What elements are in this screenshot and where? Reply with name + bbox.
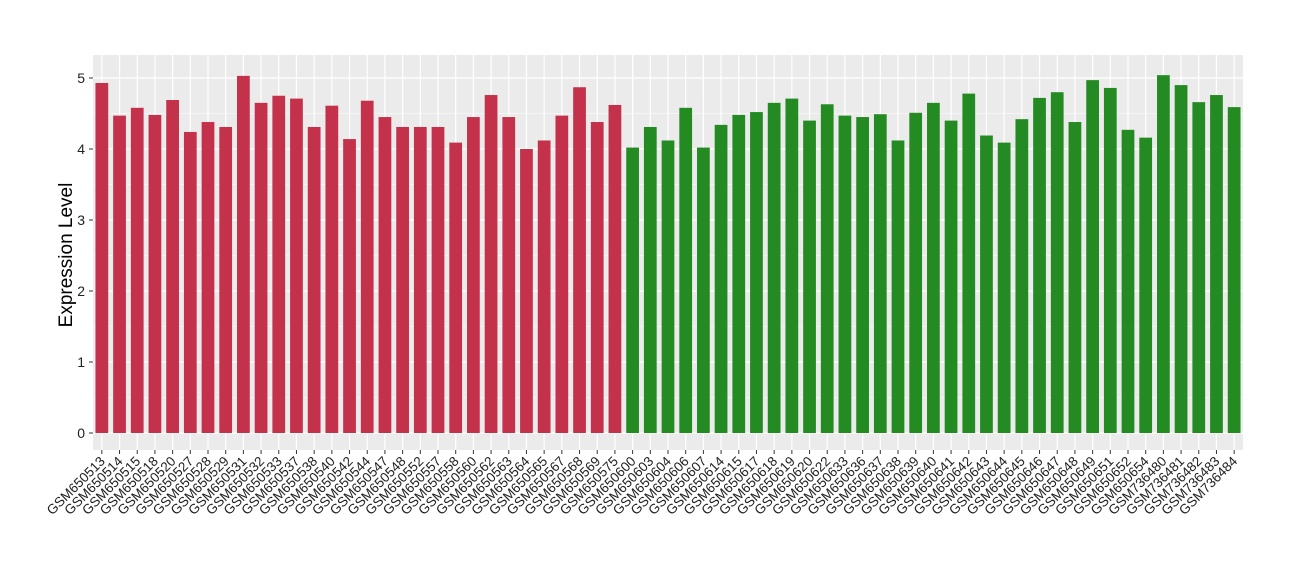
bar-GSM650645 [1015, 119, 1029, 434]
bar-GSM650533 [272, 95, 286, 433]
bar-GSM650649 [1086, 80, 1099, 433]
bar-GSM650620 [803, 120, 816, 433]
bar-GSM650552 [413, 126, 427, 434]
bar-GSM650527 [183, 131, 197, 433]
bar-GSM650564 [520, 149, 533, 433]
y-tick-label: 5 [77, 70, 85, 86]
y-tick-label: 2 [77, 283, 85, 299]
bar-GSM650638 [891, 140, 905, 434]
bar-GSM650565 [537, 140, 551, 434]
bar-GSM650646 [1033, 97, 1046, 433]
bar-GSM736480 [1157, 75, 1170, 433]
bar-GSM650654 [1139, 137, 1153, 433]
bar-GSM650563 [502, 117, 516, 434]
bar-GSM650538 [307, 126, 321, 434]
y-tick-label: 1 [77, 354, 85, 370]
bar-GSM650518 [148, 114, 162, 434]
bar-GSM650636 [856, 117, 869, 434]
bar-GSM650651 [1103, 87, 1117, 433]
bar-GSM650540 [325, 105, 339, 433]
y-tick-label: 0 [77, 425, 85, 441]
bar-GSM650548 [396, 126, 409, 434]
bar-GSM650531 [237, 75, 250, 434]
y-tick-label: 4 [77, 141, 85, 157]
bar-GSM650575 [608, 104, 622, 433]
bar-GSM650567 [555, 115, 569, 433]
bar-GSM650633 [838, 115, 852, 433]
y-axis: 0 1 2 3 4 5 [77, 70, 93, 441]
bar-GSM736481 [1174, 85, 1188, 433]
bar-GSM650604 [661, 140, 675, 434]
bar-GSM650639 [909, 112, 923, 433]
bar-GSM650618 [767, 102, 781, 433]
bar-GSM650520 [166, 100, 179, 433]
bar-GSM650640 [927, 102, 940, 433]
x-axis: GSM650513GSM650514GSM650515GSM650518GSM6… [44, 450, 1241, 518]
bar-GSM650652 [1121, 129, 1135, 433]
bar-GSM650515 [130, 107, 144, 433]
bar-GSM650642 [962, 93, 976, 434]
bar-GSM650557 [431, 126, 445, 434]
bar-GSM650606 [679, 107, 693, 433]
bar-GSM650513 [95, 82, 109, 433]
bar-GSM650568 [573, 87, 586, 433]
y-tick-label: 3 [77, 212, 85, 228]
bar-GSM650547 [378, 117, 392, 434]
bar-GSM650528 [201, 122, 215, 434]
bar-GSM650560 [467, 117, 480, 434]
bar-GSM650637 [873, 114, 887, 434]
bar-GSM650615 [732, 114, 746, 434]
bar-GSM650614 [714, 124, 728, 434]
bar-GSM650607 [697, 147, 710, 433]
bar-GSM736484 [1227, 107, 1241, 434]
bar-GSM650562 [484, 95, 498, 433]
bar-GSM650643 [980, 135, 993, 433]
y-axis-label: Expression Level [56, 183, 77, 328]
bar-GSM650641 [944, 120, 958, 433]
bar-GSM736483 [1210, 95, 1223, 433]
bar-GSM650647 [1050, 92, 1064, 433]
bar-GSM650617 [750, 112, 763, 433]
bar-GSM650537 [290, 98, 303, 433]
bar-GSM650603 [643, 126, 657, 434]
bar-GSM650558 [449, 142, 463, 434]
bar-GSM650622 [820, 104, 834, 434]
bar-GSM650644 [997, 142, 1011, 434]
bar-GSM650542 [343, 139, 356, 433]
bar-GSM650532 [254, 102, 268, 433]
bar-GSM650619 [785, 98, 799, 433]
bar-GSM650544 [360, 100, 374, 433]
bar-GSM650600 [626, 147, 639, 433]
bar-GSM650648 [1068, 122, 1082, 434]
bar-GSM736482 [1192, 102, 1206, 433]
bar-GSM650569 [590, 122, 604, 434]
bar-GSM650514 [113, 115, 126, 433]
bars [95, 75, 1241, 434]
bar-GSM650529 [219, 126, 233, 434]
